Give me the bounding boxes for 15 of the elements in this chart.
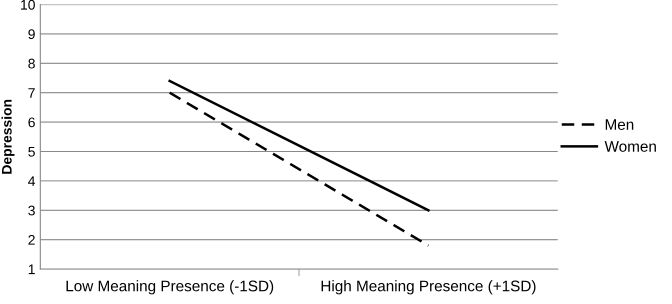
- y-axis-title: Depression: [2, 100, 14, 174]
- y-tick-label: 3: [28, 206, 35, 216]
- y-tick-label: 1: [28, 264, 35, 274]
- x-tick-label: High Meaning Presence (+1SD): [322, 280, 536, 294]
- y-tick-label: 2: [28, 234, 35, 245]
- y-tick-label: 6: [28, 117, 35, 128]
- y-tick-label: 5: [28, 146, 35, 157]
- x-tick-label: Low Meaning Presence (-1SD): [66, 280, 274, 294]
- legend-label: Men: [606, 119, 634, 130]
- legend-label: Women: [604, 141, 656, 152]
- y-tick-label: 4: [28, 176, 36, 186]
- y-tick-label: 8: [28, 58, 35, 69]
- y-tick-label: 7: [28, 88, 35, 98]
- y-tick-label: 10: [21, 0, 35, 10]
- y-tick-label: 9: [28, 29, 35, 40]
